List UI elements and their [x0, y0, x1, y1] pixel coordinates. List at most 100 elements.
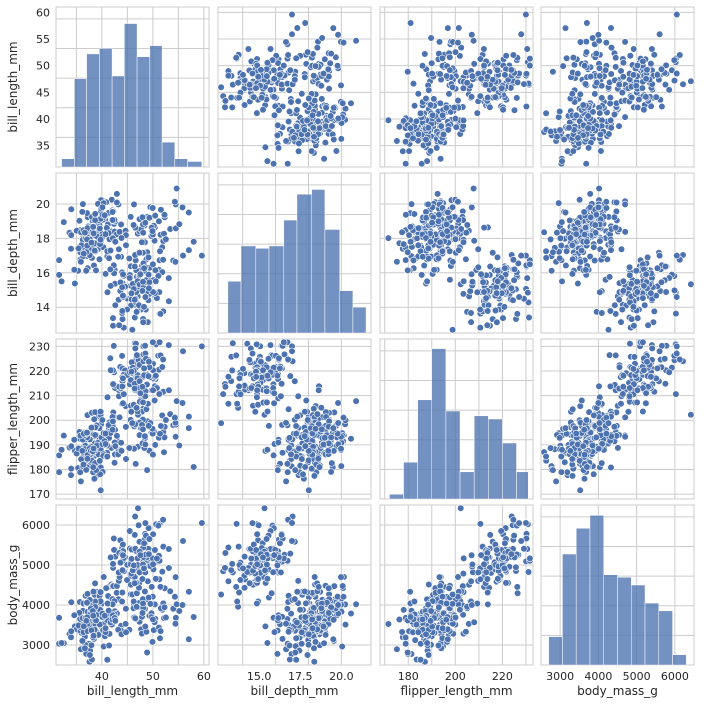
- scatter-point: [111, 442, 119, 450]
- scatter-point: [580, 475, 589, 483]
- scatter-point: [140, 364, 148, 373]
- scatter-point: [435, 603, 443, 611]
- scatter-point: [556, 234, 565, 242]
- scatter-point: [108, 208, 117, 216]
- scatter-point: [513, 583, 521, 591]
- y-axis-label: bill_length_mm: [6, 41, 20, 132]
- scatter-point: [103, 599, 112, 608]
- scatter-point: [617, 400, 625, 408]
- scatter-point: [418, 615, 427, 624]
- scatter-point: [71, 279, 79, 288]
- scatter-point: [175, 220, 183, 228]
- scatter-point: [452, 123, 460, 131]
- scatter-point: [590, 470, 598, 478]
- scatter-point: [305, 486, 313, 494]
- scatter-point: [259, 553, 267, 562]
- scatter-point: [624, 408, 633, 416]
- scatter-point: [311, 425, 320, 433]
- scatter-point: [456, 606, 464, 614]
- y-tick-label: 5000: [22, 559, 50, 572]
- scatter-point: [476, 92, 484, 100]
- scatter-point: [480, 224, 488, 232]
- scatter-point: [127, 555, 136, 563]
- scatter-point: [444, 24, 452, 32]
- scatter-point: [402, 633, 410, 642]
- scatter-point: [294, 577, 302, 585]
- scatter-point: [263, 372, 272, 380]
- scatter-point: [287, 450, 295, 459]
- scatter-point: [612, 54, 620, 62]
- scatter-point: [330, 616, 338, 624]
- scatter-point: [626, 340, 634, 348]
- scatter-point: [266, 45, 275, 53]
- scatter-point: [595, 64, 604, 72]
- scatter-point: [131, 344, 139, 353]
- scatter-point: [482, 294, 490, 302]
- scatter-point: [607, 24, 615, 32]
- scatter-point: [425, 254, 433, 263]
- scatter-point: [327, 468, 335, 476]
- histogram-bar: [161, 141, 176, 168]
- scatter-point: [586, 252, 594, 261]
- scatter-point: [89, 229, 98, 237]
- scatter-point: [135, 249, 144, 257]
- scatter-point: [509, 51, 518, 59]
- scatter-point: [522, 519, 530, 527]
- scatter-point: [395, 615, 404, 624]
- scatter-point: [113, 190, 121, 198]
- scatter-point: [523, 45, 531, 53]
- scatter-point: [151, 266, 159, 274]
- scatter-point: [274, 614, 282, 622]
- scatter-point: [621, 113, 629, 121]
- scatter-point: [308, 615, 316, 624]
- scatter-point: [141, 432, 149, 440]
- scatter-point: [298, 640, 306, 648]
- scatter-point: [587, 213, 595, 221]
- scatter-point: [352, 397, 360, 405]
- scatter-point: [542, 109, 550, 117]
- scatter-point: [284, 468, 292, 476]
- scatter-point: [479, 278, 487, 286]
- scatter-point: [179, 252, 187, 260]
- scatter-point: [221, 103, 229, 111]
- scatter-point: [661, 262, 670, 271]
- scatter-point: [621, 200, 629, 208]
- scatter-point: [583, 463, 591, 471]
- scatter-point: [286, 549, 294, 558]
- scatter-point: [89, 587, 98, 596]
- scatter-point: [224, 72, 232, 80]
- scatter-point: [252, 373, 260, 381]
- scatter-point: [510, 276, 518, 284]
- scatter-point: [473, 109, 481, 117]
- scatter-point: [219, 390, 227, 398]
- scatter-point: [439, 624, 447, 632]
- scatter-point: [118, 283, 126, 291]
- scatter-point: [79, 460, 88, 469]
- scatter-point: [134, 504, 142, 512]
- scatter-point: [241, 584, 249, 592]
- scatter-point: [339, 99, 347, 107]
- scatter-point: [628, 93, 636, 102]
- scatter-point: [110, 459, 119, 467]
- scatter-point: [263, 639, 272, 647]
- scatter-point: [165, 386, 173, 394]
- scatter-point: [156, 338, 164, 346]
- histogram-bar: [644, 602, 660, 666]
- scatter-point: [556, 254, 564, 262]
- scatter-point: [427, 607, 435, 615]
- scatter-point: [524, 289, 532, 297]
- scatter-point: [602, 204, 611, 212]
- scatter-point: [653, 264, 662, 272]
- scatter-point: [246, 579, 254, 587]
- scatter-point: [291, 466, 299, 474]
- scatter-point: [117, 447, 126, 455]
- scatter-point: [96, 236, 105, 244]
- scatter-point: [561, 208, 570, 217]
- scatter-point: [430, 266, 438, 274]
- scatter-point: [411, 102, 419, 110]
- scatter-point: [304, 416, 312, 424]
- scatter-point: [55, 256, 63, 264]
- scatter-point: [463, 221, 471, 229]
- scatter-point: [301, 613, 309, 621]
- scatter-point: [285, 434, 294, 442]
